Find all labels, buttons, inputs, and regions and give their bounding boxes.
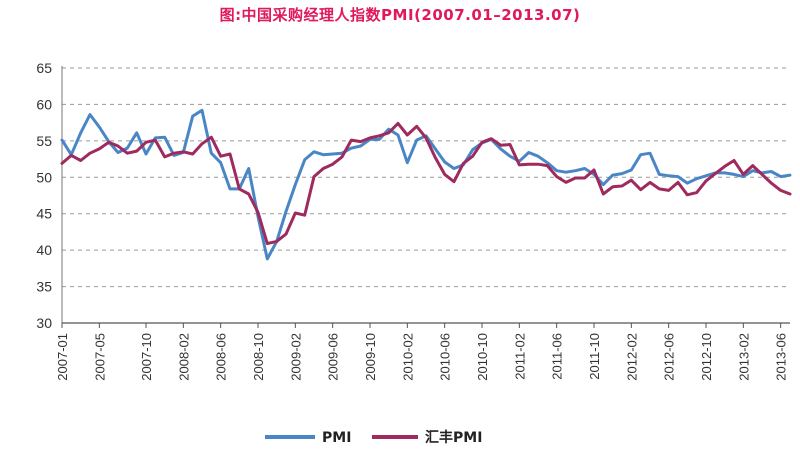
series-line-hsbc-pmi — [60, 121, 792, 246]
chart-title: 图:中国采购经理人指数PMI(2007.01–2013.07) — [219, 6, 581, 24]
x-tick-label-2012-06: 2012-06 — [662, 333, 677, 381]
grid-lines — [62, 67, 790, 324]
y-tick-label-60: 60 — [36, 96, 52, 112]
y-tick-label-55: 55 — [36, 133, 52, 149]
x-tick-label-2009-10: 2009-10 — [363, 333, 378, 381]
legend: PMI 汇丰PMI — [265, 429, 482, 446]
x-tick-label-2011-06: 2011-06 — [550, 333, 565, 380]
x-tick-label-2013-06: 2013-06 — [774, 333, 789, 381]
x-tick-label-2007-10: 2007-10 — [139, 333, 154, 381]
x-tick-label-2013-02: 2013-02 — [736, 333, 751, 381]
x-tick-label-2007-01: 2007-01 — [55, 333, 70, 381]
x-tick-label-2009-06: 2009-06 — [326, 333, 341, 381]
x-axis: 2007-01 2007-05 2007-10 2008-02 2008-06 2008-… — [55, 322, 790, 381]
x-tick-label-2007-05: 2007-05 — [92, 333, 107, 381]
y-tick-label-35: 35 — [36, 279, 52, 295]
series-lines — [60, 108, 792, 261]
x-tick-label-2011-02: 2011-02 — [512, 333, 527, 380]
x-tick-label-2008-10: 2008-10 — [251, 333, 266, 381]
x-tick-label-2010-06: 2010-06 — [438, 333, 453, 381]
x-tick-label-2011-10: 2011-10 — [587, 333, 602, 380]
legend-label-pmi: PMI — [322, 430, 351, 446]
x-tick-label-2012-02: 2012-02 — [624, 333, 639, 381]
x-tick-label-2012-10: 2012-10 — [699, 333, 714, 381]
y-tick-label-45: 45 — [36, 206, 52, 222]
x-tick-label-2008-02: 2008-02 — [176, 333, 191, 381]
x-tick-label-2010-10: 2010-10 — [475, 333, 490, 381]
x-tick-label-2010-02: 2010-02 — [400, 333, 415, 381]
x-tick-label-2008-06: 2008-06 — [214, 333, 229, 381]
y-tick-label-65: 65 — [36, 60, 52, 76]
y-tick-label-40: 40 — [36, 242, 52, 258]
y-tick-label-30: 30 — [36, 315, 52, 331]
legend-label-hsbc-pmi: 汇丰PMI — [425, 429, 482, 446]
x-tick-label-2009-02: 2009-02 — [288, 333, 303, 381]
y-axis: 30 35 40 45 50 55 60 65 — [36, 60, 63, 331]
y-tick-label-50: 50 — [36, 169, 52, 185]
